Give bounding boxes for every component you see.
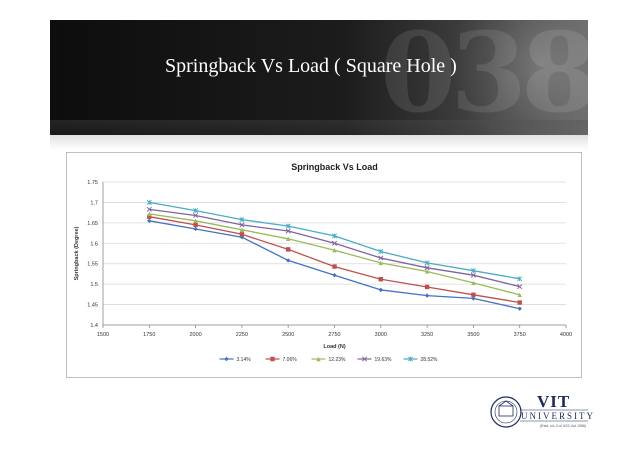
legend-label: 12.23% bbox=[329, 357, 347, 363]
data-point bbox=[239, 232, 245, 237]
data-point bbox=[193, 226, 198, 232]
data-point bbox=[378, 248, 384, 254]
data-point bbox=[378, 255, 384, 261]
data-point bbox=[146, 206, 152, 212]
data-point bbox=[193, 212, 199, 219]
legend-marker bbox=[224, 356, 229, 362]
data-point bbox=[471, 280, 476, 286]
x-tick-label: 1750 bbox=[143, 332, 155, 338]
x-tick-label: 3000 bbox=[375, 332, 387, 338]
x-tick-label: 2250 bbox=[236, 332, 248, 338]
data-point bbox=[332, 264, 337, 269]
data-point bbox=[147, 211, 152, 217]
logo-name: VIT bbox=[537, 392, 571, 411]
university-seal-icon bbox=[490, 396, 588, 428]
data-point bbox=[517, 284, 523, 290]
data-point bbox=[286, 247, 291, 252]
y-tick-label: 1.7 bbox=[90, 200, 98, 206]
y-axis-label: Springback (Degree) bbox=[74, 226, 80, 280]
x-axis-label: Load (N) bbox=[323, 344, 345, 350]
data-point bbox=[424, 260, 430, 266]
line-chart: Springback Vs Load 1.4 1.45 1.5 1.55 1.6 1.65 1… bbox=[66, 152, 582, 378]
data-point bbox=[331, 240, 338, 246]
data-point bbox=[424, 265, 430, 271]
logo-subtitle: UNIVERSITY bbox=[521, 411, 595, 421]
data-point bbox=[378, 277, 383, 282]
data-point bbox=[285, 223, 291, 229]
x-tick-label: 4000 bbox=[560, 332, 572, 338]
data-point bbox=[424, 284, 430, 290]
y-tick-label: 1.65 bbox=[87, 221, 98, 227]
legend-marker bbox=[316, 356, 321, 362]
title-banner: 038 bbox=[50, 20, 588, 135]
legend-label: 19.63% bbox=[375, 357, 393, 363]
x-tick-label: 3500 bbox=[467, 332, 479, 338]
slide-title: Springback Vs Load ( Square Hole ) bbox=[165, 55, 457, 77]
data-point bbox=[193, 222, 198, 228]
data-point bbox=[378, 287, 383, 293]
data-point bbox=[471, 292, 476, 297]
x-tick-label: 3250 bbox=[421, 332, 433, 338]
data-point bbox=[470, 272, 476, 278]
data-point bbox=[146, 199, 152, 205]
x-tick-label: 2750 bbox=[328, 332, 340, 338]
data-point bbox=[193, 208, 199, 214]
data-point bbox=[239, 222, 245, 228]
data-point bbox=[470, 268, 476, 274]
data-point bbox=[147, 214, 152, 219]
data-point bbox=[286, 258, 291, 263]
legend-marker bbox=[407, 356, 414, 362]
data-point bbox=[285, 228, 291, 234]
legend-marker bbox=[361, 356, 368, 362]
x-tick-label: 2500 bbox=[282, 332, 294, 338]
logo-motto: (Estd. u/s 3 of UGC Act 1956) bbox=[540, 424, 587, 428]
data-point bbox=[517, 292, 522, 297]
data-point bbox=[331, 233, 338, 239]
data-point bbox=[378, 260, 383, 266]
banner-shadow bbox=[50, 120, 588, 150]
x-tick-label: 1500 bbox=[97, 332, 109, 338]
legend-label: 3.14% bbox=[237, 357, 252, 363]
data-point bbox=[239, 227, 245, 233]
data-point bbox=[147, 218, 152, 224]
y-tick-label: 1.55 bbox=[87, 262, 98, 268]
y-tick-label: 1.4 bbox=[90, 323, 98, 329]
y-tick-label: 1.5 bbox=[90, 282, 98, 288]
legend-label: 28.52% bbox=[421, 357, 439, 363]
y-tick-label: 1.45 bbox=[87, 303, 98, 309]
legend-label: 7.06% bbox=[283, 357, 298, 363]
data-point bbox=[193, 218, 198, 224]
data-point bbox=[332, 272, 337, 278]
y-tick-label: 1.6 bbox=[90, 241, 98, 247]
data-point bbox=[332, 248, 337, 253]
chart-title: Springback Vs Load bbox=[291, 162, 378, 172]
x-tick-label: 2000 bbox=[189, 332, 201, 338]
y-tick-label: 1.75 bbox=[87, 180, 98, 186]
data-point bbox=[517, 276, 523, 282]
data-point bbox=[517, 300, 522, 305]
x-tick-label: 3750 bbox=[514, 332, 526, 338]
legend-marker bbox=[270, 356, 275, 362]
data-point bbox=[286, 236, 291, 241]
data-point bbox=[424, 269, 430, 274]
data-point bbox=[471, 296, 476, 301]
data-point bbox=[239, 217, 245, 223]
chart-frame bbox=[66, 152, 582, 378]
